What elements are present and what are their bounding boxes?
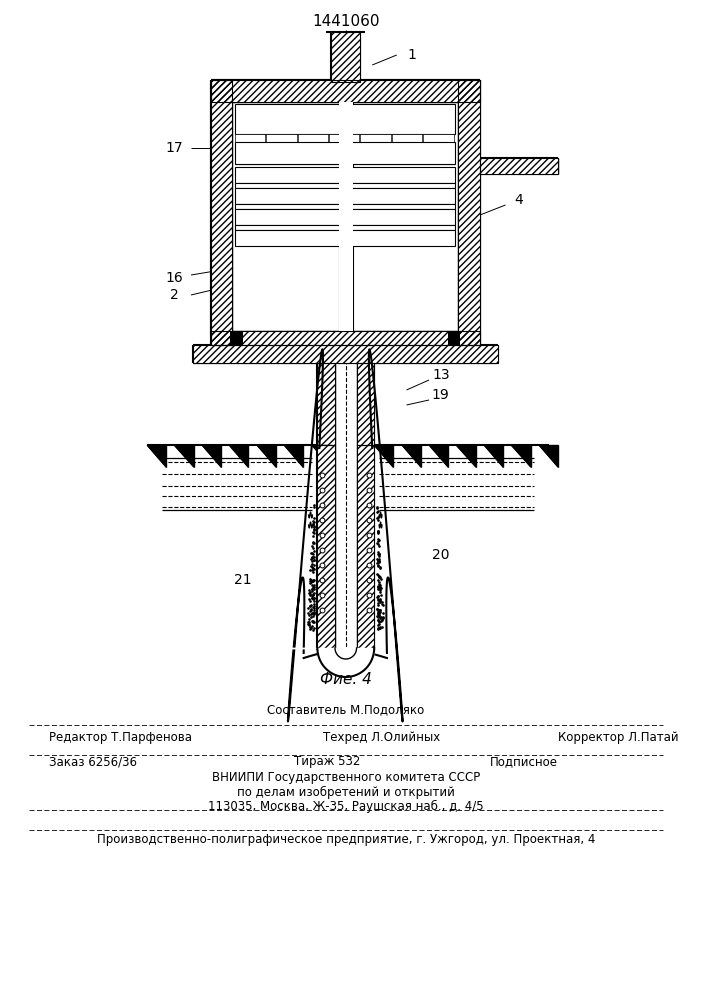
- Text: ВНИИПИ Государственного комитета СССР: ВНИИПИ Государственного комитета СССР: [211, 772, 480, 784]
- Bar: [361, 134, 391, 142]
- Polygon shape: [284, 445, 303, 467]
- Polygon shape: [484, 445, 503, 467]
- Bar: [480, 158, 559, 174]
- Bar: [480, 158, 559, 174]
- Polygon shape: [175, 445, 194, 467]
- Polygon shape: [147, 445, 166, 467]
- Bar: [193, 345, 498, 363]
- Bar: [235, 142, 455, 164]
- Bar: [317, 445, 335, 650]
- Bar: [235, 188, 455, 204]
- Polygon shape: [429, 445, 448, 467]
- Text: 113035, Москва, Ж-35, Раушская наб., д. 4/5: 113035, Москва, Ж-35, Раушская наб., д. …: [208, 799, 484, 813]
- Text: 1: 1: [407, 48, 416, 62]
- Text: 2: 2: [170, 288, 179, 302]
- Bar: [356, 445, 374, 650]
- Bar: [235, 230, 455, 246]
- Bar: [211, 80, 232, 345]
- Bar: [211, 331, 480, 345]
- Polygon shape: [257, 445, 276, 467]
- Polygon shape: [229, 445, 248, 467]
- Bar: [423, 134, 453, 142]
- Text: Корректор Л.Патай: Корректор Л.Патай: [559, 730, 679, 744]
- Text: 17: 17: [165, 141, 183, 155]
- Text: Подписное: Подписное: [490, 756, 558, 768]
- Bar: [356, 363, 374, 445]
- Bar: [392, 134, 422, 142]
- Bar: [230, 331, 243, 345]
- Polygon shape: [201, 445, 221, 467]
- Bar: [193, 345, 498, 363]
- Bar: [331, 32, 361, 82]
- Bar: [317, 363, 335, 445]
- Text: Составитель М.Подоляко: Составитель М.Подоляко: [267, 704, 424, 716]
- Bar: [458, 80, 480, 345]
- Bar: [339, 102, 353, 331]
- Text: 21: 21: [234, 573, 252, 587]
- Bar: [267, 134, 297, 142]
- Bar: [329, 134, 359, 142]
- Polygon shape: [312, 445, 331, 467]
- Text: Редактор Т.Парфенова: Редактор Т.Парфенова: [49, 730, 192, 744]
- Text: 1441060: 1441060: [312, 14, 380, 29]
- Bar: [211, 80, 480, 102]
- Bar: [356, 363, 374, 445]
- Bar: [211, 80, 480, 102]
- Text: по делам изобретений и открытий: по делам изобретений и открытий: [237, 785, 455, 799]
- Text: Производственно-полиграфическое предприятие, г. Ужгород, ул. Проектная, 4: Производственно-полиграфическое предприя…: [97, 834, 595, 846]
- Text: Техред Л.Олийных: Техред Л.Олийных: [323, 730, 440, 744]
- Bar: [298, 134, 328, 142]
- Bar: [211, 331, 480, 345]
- Bar: [211, 80, 232, 345]
- Polygon shape: [402, 445, 421, 467]
- Bar: [235, 134, 265, 142]
- Bar: [458, 80, 480, 345]
- Text: 13: 13: [432, 368, 450, 382]
- Text: Фие. 4: Фие. 4: [320, 672, 372, 688]
- Bar: [235, 225, 455, 230]
- Text: 4: 4: [515, 193, 524, 207]
- Bar: [235, 167, 455, 183]
- Bar: [317, 363, 335, 445]
- Polygon shape: [457, 445, 476, 467]
- Bar: [317, 445, 335, 650]
- Bar: [235, 183, 455, 188]
- Text: Заказ 6256/36: Заказ 6256/36: [49, 756, 137, 768]
- Bar: [448, 331, 460, 345]
- Text: 20: 20: [432, 548, 450, 562]
- Polygon shape: [374, 445, 393, 467]
- Text: Тираж 532: Тираж 532: [294, 756, 361, 768]
- Bar: [331, 32, 361, 82]
- Text: 19: 19: [432, 388, 450, 402]
- Bar: [235, 104, 455, 134]
- Bar: [235, 209, 455, 225]
- Polygon shape: [539, 445, 558, 467]
- Polygon shape: [511, 445, 530, 467]
- Text: 16: 16: [165, 271, 183, 285]
- Bar: [235, 204, 455, 209]
- Bar: [356, 445, 374, 650]
